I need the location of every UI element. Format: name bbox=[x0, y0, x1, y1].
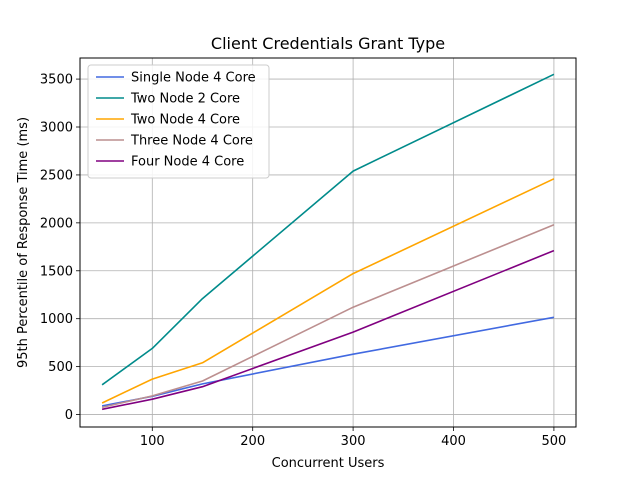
series-lines bbox=[101, 73, 555, 411]
x-tick-label: 500 bbox=[541, 434, 566, 449]
legend-label: Single Node 4 Core bbox=[131, 71, 256, 86]
chart-title: Client Credentials Grant Type bbox=[211, 34, 445, 53]
x-tick-label: 200 bbox=[240, 434, 265, 449]
series-line-two-node-2-core bbox=[101, 73, 555, 386]
y-tick-label: 1000 bbox=[40, 312, 73, 327]
x-tick-label: 100 bbox=[140, 434, 165, 449]
series-line-four-node-4-core bbox=[101, 249, 555, 411]
plot-area-frame bbox=[79, 57, 577, 428]
y-tick-label: 2000 bbox=[40, 216, 73, 231]
legend-label: Two Node 2 Core bbox=[130, 92, 240, 107]
series-line-three-node-4-core bbox=[101, 224, 555, 409]
y-tick-label: 500 bbox=[48, 360, 73, 375]
axis-ticks: 100 200 300 400 500 0 500 1000 1500 2000 2500 3000 3… bbox=[40, 73, 566, 449]
x-tick-label: 400 bbox=[441, 434, 466, 449]
y-tick-label: 0 bbox=[65, 408, 73, 423]
legend-label: Two Node 4 Core bbox=[130, 113, 240, 128]
y-tick-label: 1500 bbox=[40, 264, 73, 279]
y-axis-label: 95th Percentile of Response Time (ms) bbox=[16, 117, 31, 368]
x-tick-label: 300 bbox=[341, 434, 366, 449]
legend-box bbox=[87, 64, 270, 179]
legend: Single Node 4 Core Two Node 2 Core Two Nod… bbox=[87, 64, 270, 179]
series-line-two-node-4-core bbox=[101, 178, 555, 404]
y-tick-label: 3000 bbox=[40, 121, 73, 136]
x-axis-label: Concurrent Users bbox=[272, 456, 385, 471]
y-tick-label: 2500 bbox=[40, 168, 73, 183]
legend-label: Four Node 4 Core bbox=[131, 155, 244, 170]
y-tick-label: 3500 bbox=[40, 73, 73, 88]
legend-label: Three Node 4 Core bbox=[130, 134, 253, 149]
